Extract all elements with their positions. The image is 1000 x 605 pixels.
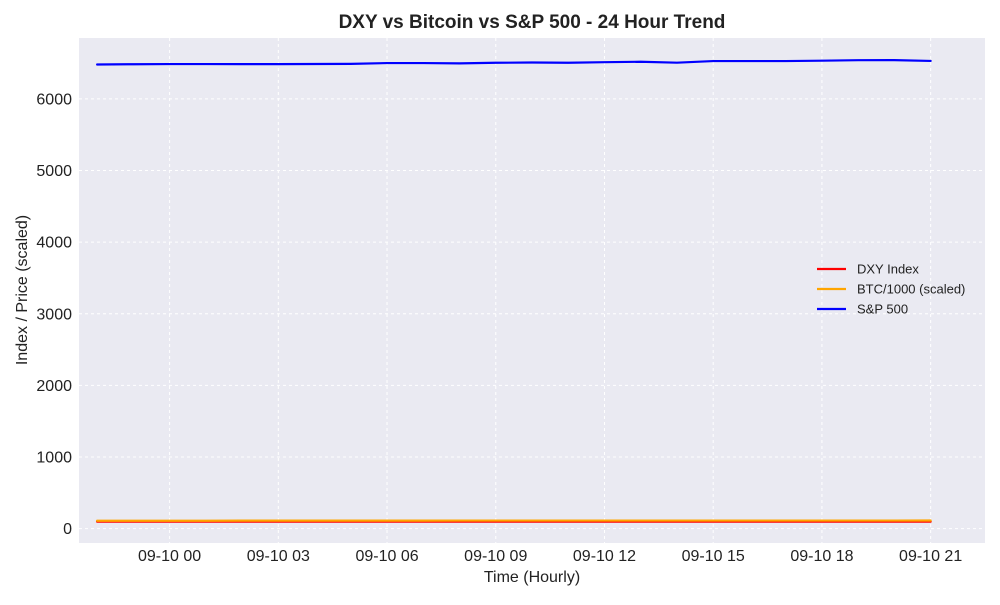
x-tick-label: 09-10 18 — [790, 548, 853, 565]
legend-label: S&P 500 — [857, 302, 908, 317]
x-tick-label: 09-10 15 — [682, 548, 745, 565]
chart-title: DXY vs Bitcoin vs S&P 500 - 24 Hour Tren… — [339, 12, 726, 33]
y-tick-label: 4000 — [36, 235, 72, 252]
y-tick-label: 1000 — [36, 450, 72, 467]
x-tick-label: 09-10 12 — [573, 548, 636, 565]
y-tick-label: 5000 — [36, 163, 72, 180]
y-tick-label: 6000 — [36, 91, 72, 108]
x-tick-label: 09-10 06 — [355, 548, 418, 565]
y-axis-label: Index / Price (scaled) — [14, 215, 31, 365]
y-tick-label: 3000 — [36, 306, 72, 323]
x-tick-label: 09-10 03 — [247, 548, 310, 565]
x-tick-label: 09-10 21 — [899, 548, 962, 565]
y-tick-label: 0 — [63, 521, 72, 538]
y-tick-label: 2000 — [36, 378, 72, 395]
legend-label: BTC/1000 (scaled) — [857, 282, 965, 297]
legend-label: DXY Index — [857, 262, 919, 277]
plot-area — [79, 38, 985, 543]
x-axis-label: Time (Hourly) — [484, 569, 580, 586]
x-tick-label: 09-10 09 — [464, 548, 527, 565]
x-tick-label: 09-10 00 — [138, 548, 201, 565]
